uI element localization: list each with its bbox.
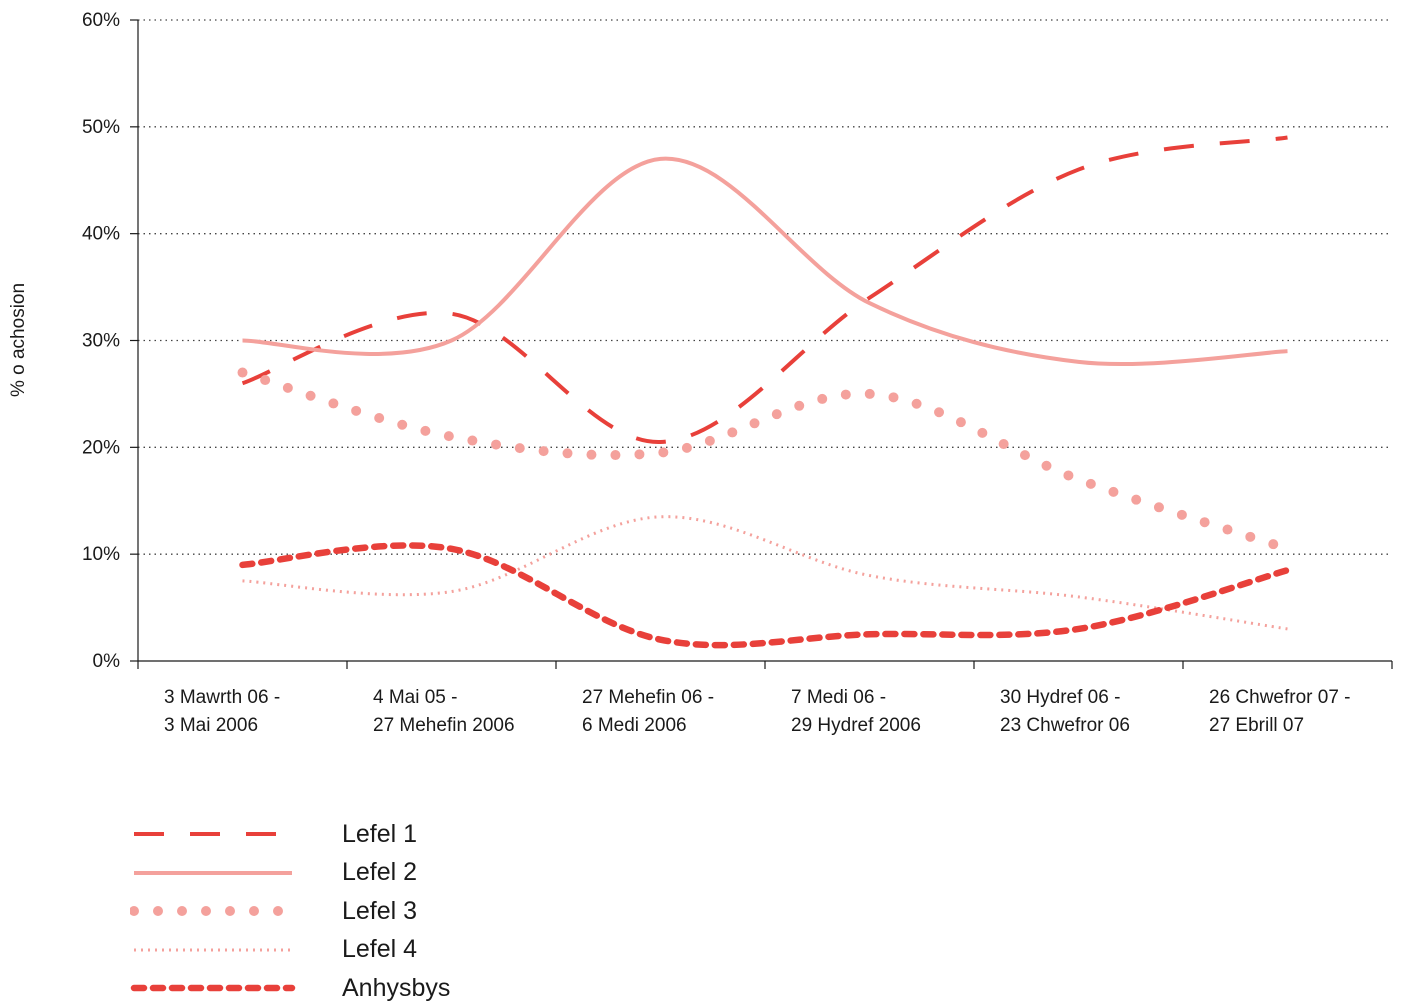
y-tick-label: 30% bbox=[82, 331, 120, 352]
legend-label: Lefel 2 bbox=[342, 858, 418, 887]
legend-swatch bbox=[134, 832, 292, 837]
legend-swatch bbox=[134, 948, 292, 952]
y-tick-label: 50% bbox=[82, 117, 120, 138]
legend-swatch bbox=[134, 870, 292, 875]
legend-label: Anhysbys bbox=[342, 973, 451, 1002]
x-tick-label: 4 Mai 05 -27 Mehefin 2006 bbox=[373, 687, 515, 736]
x-tick-labels: 3 Mawrth 06 -3 Mai 2006 4 Mai 05 -27 Mehe… bbox=[137, 661, 1393, 736]
legend-item-lefel-1: Lefel 1 bbox=[130, 815, 450, 854]
line-chart: 0% 10% 20% 30% 40% 50% 60% 3 Mawrth 06 -3 Mai … bbox=[8, 10, 1393, 736]
legend-item-lefel-4: Lefel 4 bbox=[130, 931, 450, 970]
legend-label: Lefel 1 bbox=[342, 819, 418, 848]
y-axis-title: % o achosion bbox=[8, 283, 29, 397]
y-tick-label: 10% bbox=[82, 544, 120, 565]
series-line-lefel-3 bbox=[237, 367, 1293, 554]
legend-swatch bbox=[130, 985, 296, 992]
y-tick-label: 60% bbox=[82, 10, 120, 31]
legend-label: Lefel 3 bbox=[342, 896, 418, 925]
x-tick-label: 27 Mehefin 06 -6 Medi 2006 bbox=[582, 687, 714, 736]
x-tick-label: 3 Mawrth 06 -3 Mai 2006 bbox=[164, 687, 280, 736]
y-tick-label: 40% bbox=[82, 224, 120, 245]
x-tick-label: 26 Chwefror 07 -27 Ebrill 07 bbox=[1209, 687, 1351, 736]
y-tick-labels: 0% 10% 20% 30% 40% 50% 60% bbox=[82, 10, 138, 672]
series-line-lefel-2 bbox=[242, 156, 1288, 367]
series-line-lefel-1 bbox=[241, 135, 1288, 444]
y-tick-label: 20% bbox=[82, 437, 120, 458]
legend-label: Lefel 4 bbox=[342, 935, 418, 964]
x-tick-label: 7 Medi 06 -29 Hydref 2006 bbox=[791, 687, 921, 736]
legend-swatch bbox=[130, 906, 297, 917]
legend: Lefel 1 Lefel 2 Lefel 3 Lefel 4 Anhysbys bbox=[130, 815, 450, 1008]
gridlines bbox=[138, 19, 1392, 555]
series-line-lefel-4 bbox=[242, 515, 1288, 631]
x-tick-label: 30 Hydref 06 -23 Chwefror 06 bbox=[1000, 687, 1130, 736]
series-line-anhysbys bbox=[239, 542, 1291, 649]
legend-item-lefel-2: Lefel 2 bbox=[130, 854, 450, 893]
legend-item-lefel-3: Lefel 3 bbox=[130, 892, 450, 931]
y-tick-label: 0% bbox=[93, 651, 121, 672]
series-lines bbox=[237, 135, 1293, 649]
legend-item-anhysbys: Anhysbys bbox=[130, 969, 450, 1008]
